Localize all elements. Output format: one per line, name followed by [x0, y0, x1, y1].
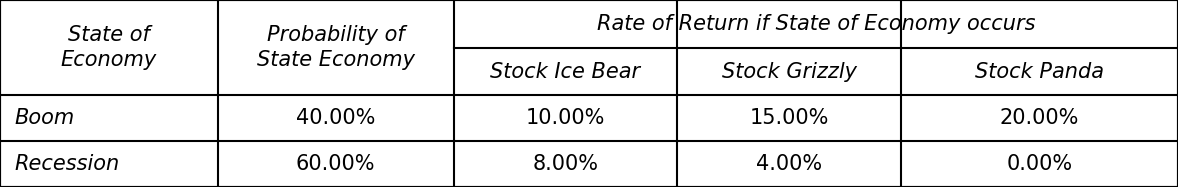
- Text: Recession: Recession: [14, 154, 119, 174]
- Text: 60.00%: 60.00%: [296, 154, 376, 174]
- Text: 8.00%: 8.00%: [532, 154, 598, 174]
- Text: 0.00%: 0.00%: [1006, 154, 1073, 174]
- Text: Stock Ice Bear: Stock Ice Bear: [490, 62, 641, 82]
- Text: Stock Panda: Stock Panda: [975, 62, 1104, 82]
- Text: 40.00%: 40.00%: [296, 108, 376, 128]
- Text: State of
Economy: State of Economy: [61, 25, 157, 70]
- Text: Stock Grizzly: Stock Grizzly: [722, 62, 856, 82]
- Text: 10.00%: 10.00%: [525, 108, 605, 128]
- Text: 4.00%: 4.00%: [756, 154, 822, 174]
- Text: 20.00%: 20.00%: [1000, 108, 1079, 128]
- Text: Rate of Return if State of Economy occurs: Rate of Return if State of Economy occur…: [596, 14, 1035, 34]
- Text: Probability of
State Economy: Probability of State Economy: [257, 25, 415, 70]
- Text: 15.00%: 15.00%: [749, 108, 829, 128]
- Text: Boom: Boom: [14, 108, 74, 128]
